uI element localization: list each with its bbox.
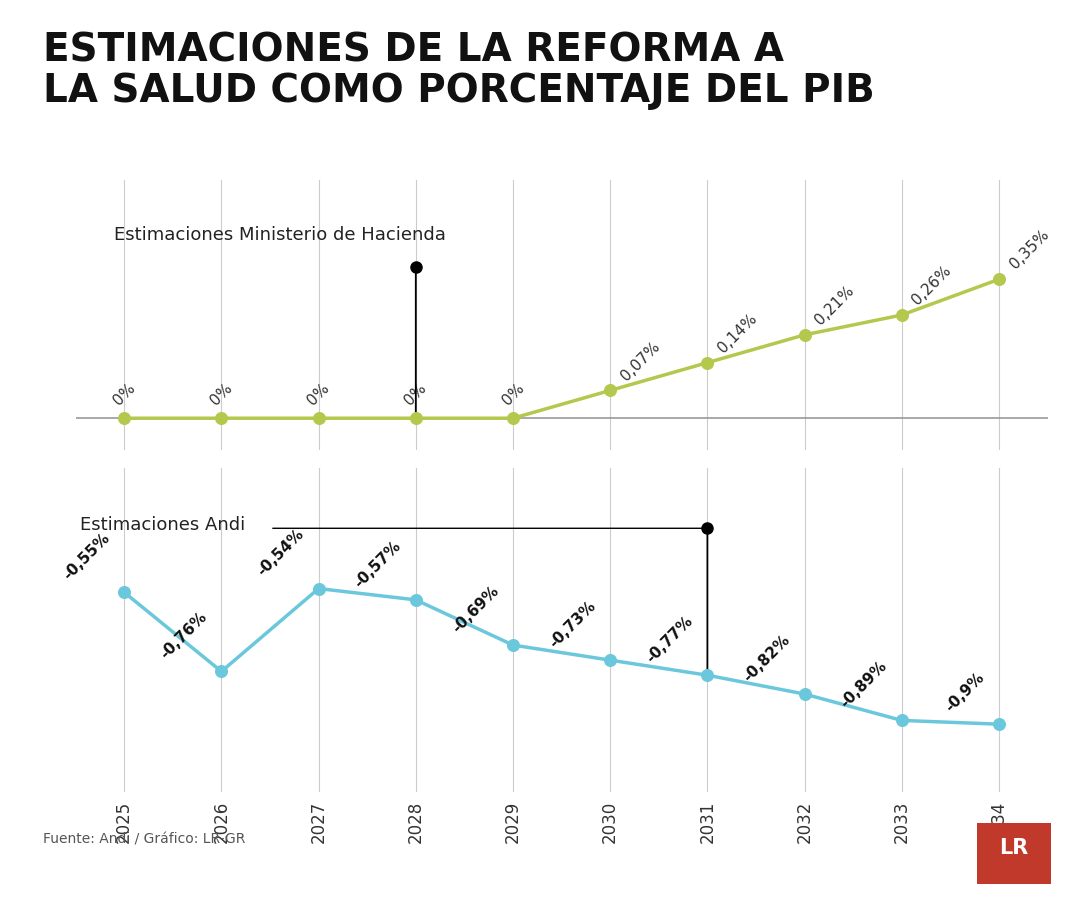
Text: -0,55%: -0,55% — [60, 530, 112, 583]
Text: 0%: 0% — [110, 381, 138, 409]
Point — [990, 272, 1008, 286]
Text: LR: LR — [999, 838, 1029, 859]
Text: -0,54%: -0,54% — [255, 526, 307, 579]
Text: -0,57%: -0,57% — [352, 538, 404, 590]
Text: LA SALUD COMO PORCENTAJE DEL PIB: LA SALUD COMO PORCENTAJE DEL PIB — [43, 72, 875, 110]
Text: 0,21%: 0,21% — [812, 283, 858, 328]
Point — [504, 411, 522, 426]
Text: 0,07%: 0,07% — [618, 338, 663, 383]
Text: 0%: 0% — [402, 381, 430, 409]
Text: 0%: 0% — [305, 381, 333, 409]
Text: 0,26%: 0,26% — [909, 263, 955, 308]
Point — [504, 638, 522, 652]
Text: -0,77%: -0,77% — [644, 614, 696, 666]
Text: Fuente: Andi / Gráfico: LR-GR: Fuente: Andi / Gráfico: LR-GR — [43, 832, 245, 847]
Text: 0%: 0% — [499, 381, 527, 409]
Text: -0,76%: -0,76% — [158, 609, 210, 662]
Point — [407, 593, 424, 608]
Point — [893, 308, 910, 322]
Point — [602, 652, 619, 667]
Point — [310, 411, 327, 426]
Point — [116, 411, 133, 426]
Text: 0,14%: 0,14% — [715, 310, 760, 356]
Point — [796, 328, 813, 342]
Text: -0,73%: -0,73% — [546, 598, 598, 651]
Point — [116, 585, 133, 599]
Point — [213, 664, 230, 679]
Point — [602, 383, 619, 398]
Point — [699, 356, 716, 370]
Text: ESTIMACIONES DE LA REFORMA A: ESTIMACIONES DE LA REFORMA A — [43, 32, 784, 69]
Point — [310, 581, 327, 596]
Point — [893, 713, 910, 727]
Text: 0%: 0% — [207, 381, 235, 409]
Text: -0,69%: -0,69% — [449, 583, 501, 635]
Point — [213, 411, 230, 426]
Text: -0,9%: -0,9% — [943, 670, 987, 715]
Point — [699, 668, 716, 682]
Text: 0,35%: 0,35% — [1007, 227, 1052, 272]
Text: Estimaciones Andi: Estimaciones Andi — [81, 516, 246, 534]
Text: -0,89%: -0,89% — [838, 659, 890, 711]
Text: -0,82%: -0,82% — [741, 632, 793, 685]
Point — [407, 411, 424, 426]
Point — [796, 687, 813, 701]
Point — [990, 717, 1008, 732]
Text: Estimaciones Ministerio de Hacienda: Estimaciones Ministerio de Hacienda — [114, 226, 446, 244]
